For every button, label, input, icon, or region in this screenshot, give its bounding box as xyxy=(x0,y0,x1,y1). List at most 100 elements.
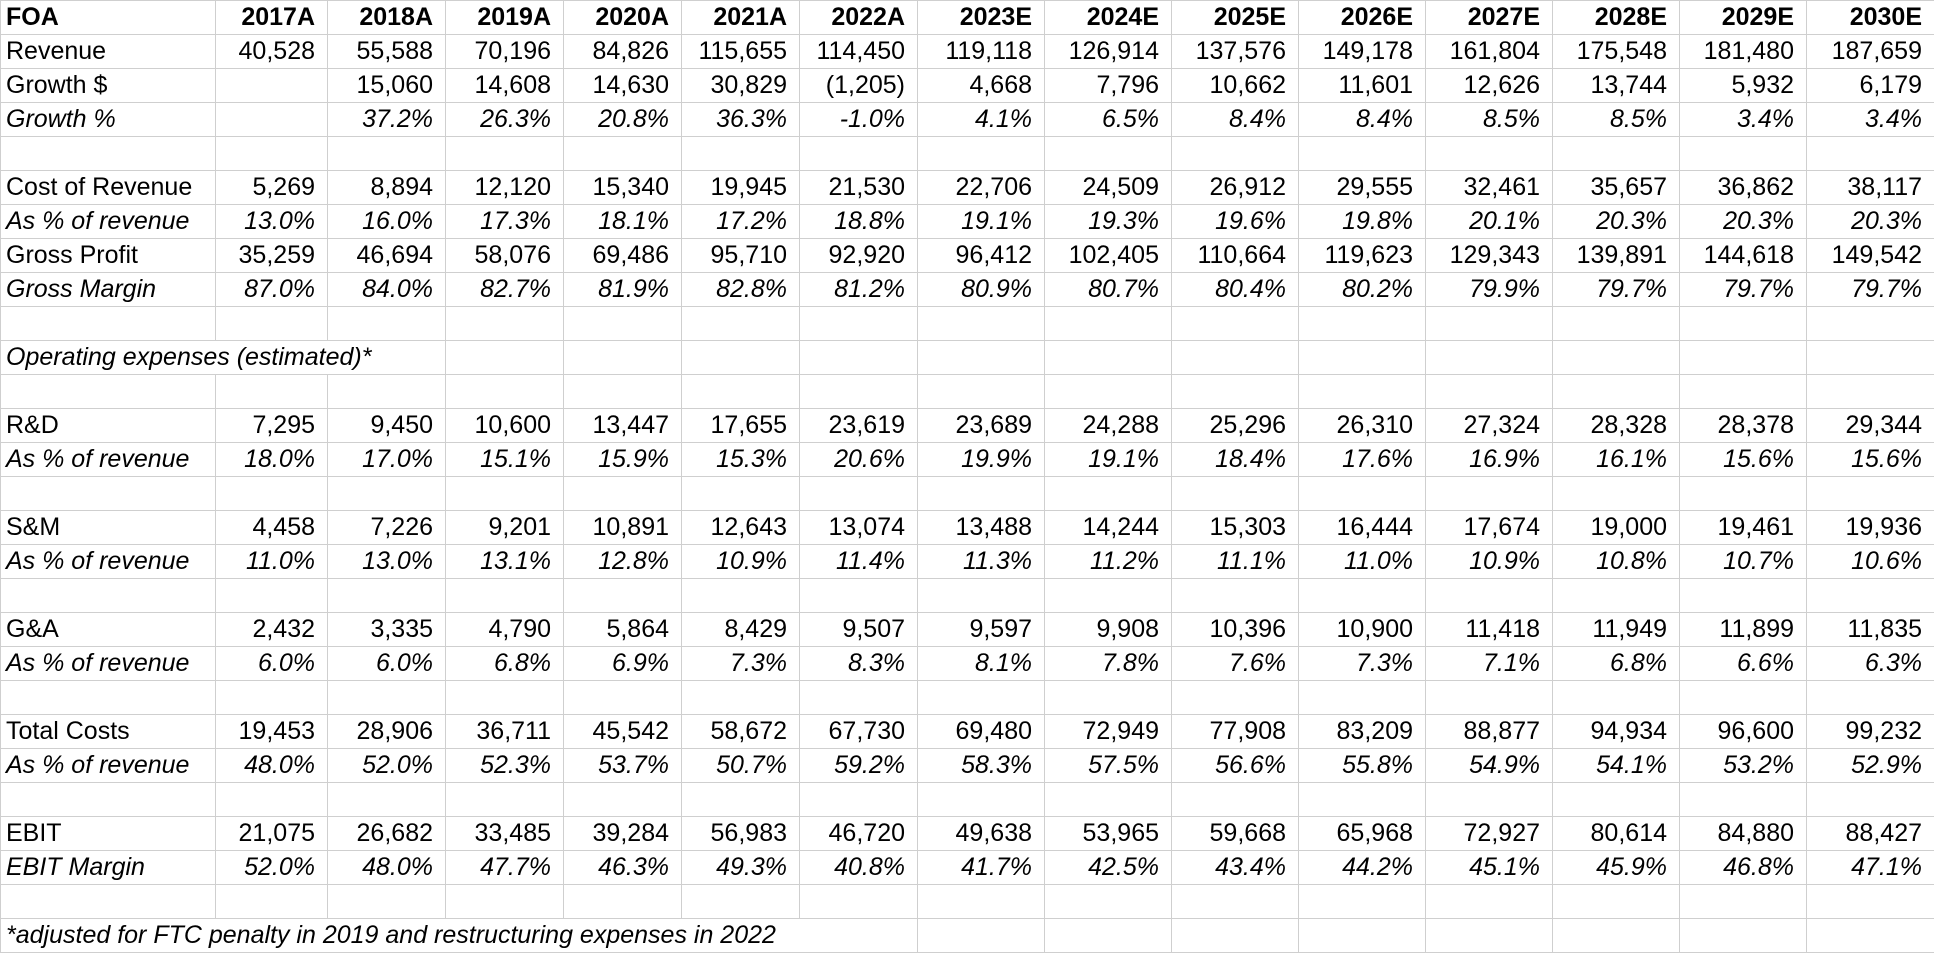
cell[interactable]: 82.8% xyxy=(681,272,800,307)
cell[interactable]: 14,608 xyxy=(445,68,564,103)
cell-empty[interactable] xyxy=(917,136,1045,171)
cell-empty[interactable] xyxy=(1425,374,1553,409)
cell[interactable]: 41.7% xyxy=(917,850,1045,885)
cell[interactable]: 28,378 xyxy=(1679,408,1807,443)
cell[interactable]: 54.9% xyxy=(1425,748,1553,783)
cell-empty[interactable] xyxy=(327,476,446,511)
cell[interactable]: 18.0% xyxy=(215,442,328,477)
row-label[interactable]: As % of revenue xyxy=(0,748,216,783)
column-header-2017a[interactable]: 2017A xyxy=(215,0,328,35)
cell-empty[interactable] xyxy=(1044,918,1172,953)
cell[interactable]: 149,542 xyxy=(1806,238,1934,273)
cell-empty[interactable] xyxy=(563,306,682,341)
cell-empty[interactable] xyxy=(327,782,446,817)
cell[interactable]: 42.5% xyxy=(1044,850,1172,885)
cell[interactable]: 3.4% xyxy=(1679,102,1807,137)
cell-empty[interactable] xyxy=(1044,306,1172,341)
cell-empty[interactable] xyxy=(1806,306,1934,341)
cell-empty[interactable] xyxy=(445,476,564,511)
cell[interactable]: 14,244 xyxy=(1044,510,1172,545)
cell-empty[interactable] xyxy=(1298,884,1426,919)
cell-empty[interactable] xyxy=(681,884,800,919)
cell[interactable]: 10,600 xyxy=(445,408,564,443)
cell[interactable]: 95,710 xyxy=(681,238,800,273)
cell[interactable]: 12.8% xyxy=(563,544,682,579)
cell-empty[interactable] xyxy=(681,136,800,171)
cell[interactable]: 8.5% xyxy=(1552,102,1680,137)
cell[interactable]: 11.4% xyxy=(799,544,918,579)
cell[interactable]: 11.3% xyxy=(917,544,1045,579)
cell[interactable]: 36.3% xyxy=(681,102,800,137)
column-header-2024e[interactable]: 2024E xyxy=(1044,0,1172,35)
cell-empty[interactable] xyxy=(1298,136,1426,171)
cell[interactable]: 6.0% xyxy=(215,646,328,681)
cell[interactable]: 21,530 xyxy=(799,170,918,205)
cell[interactable]: 187,659 xyxy=(1806,34,1934,69)
cell-empty[interactable] xyxy=(563,578,682,613)
cell-empty[interactable] xyxy=(445,136,564,171)
cell[interactable]: 4.1% xyxy=(917,102,1045,137)
cell[interactable]: 10,662 xyxy=(1171,68,1299,103)
cell[interactable]: 13,447 xyxy=(563,408,682,443)
cell-empty[interactable] xyxy=(215,136,328,171)
cell[interactable]: 8.5% xyxy=(1425,102,1553,137)
cell[interactable]: 6.9% xyxy=(563,646,682,681)
cell[interactable]: 20.1% xyxy=(1425,204,1553,239)
cell-empty[interactable] xyxy=(563,374,682,409)
cell-empty[interactable] xyxy=(799,136,918,171)
cell-empty[interactable] xyxy=(563,476,682,511)
cell-empty[interactable] xyxy=(1044,340,1172,375)
cell[interactable]: 7.1% xyxy=(1425,646,1553,681)
cell[interactable]: 26,682 xyxy=(327,816,446,851)
cell[interactable]: 19,461 xyxy=(1679,510,1807,545)
cell-empty[interactable] xyxy=(799,340,918,375)
row-label[interactable]: Gross Margin xyxy=(0,272,216,307)
cell[interactable]: 7.3% xyxy=(681,646,800,681)
cell[interactable]: 13,488 xyxy=(917,510,1045,545)
cell-empty[interactable] xyxy=(327,578,446,613)
cell[interactable]: 17.2% xyxy=(681,204,800,239)
cell[interactable]: 24,509 xyxy=(1044,170,1172,205)
cell[interactable]: 5,864 xyxy=(563,612,682,647)
cell[interactable]: 20.3% xyxy=(1806,204,1934,239)
cell-empty[interactable] xyxy=(1298,340,1426,375)
cell-empty[interactable] xyxy=(1552,340,1680,375)
cell[interactable]: 79.7% xyxy=(1806,272,1934,307)
cell[interactable]: 13,074 xyxy=(799,510,918,545)
row-label[interactable]: Growth % xyxy=(0,102,216,137)
cell[interactable]: 80.9% xyxy=(917,272,1045,307)
cell-empty[interactable] xyxy=(799,782,918,817)
cell-empty[interactable] xyxy=(327,306,446,341)
cell[interactable]: 52.3% xyxy=(445,748,564,783)
cell[interactable]: 15,303 xyxy=(1171,510,1299,545)
cell[interactable]: 54.1% xyxy=(1552,748,1680,783)
cell[interactable]: 83,209 xyxy=(1298,714,1426,749)
cell[interactable]: 20.8% xyxy=(563,102,682,137)
cell[interactable]: 19.9% xyxy=(917,442,1045,477)
row-label[interactable]: Revenue xyxy=(0,34,216,69)
cell-empty[interactable] xyxy=(1552,136,1680,171)
cell-empty[interactable] xyxy=(1044,884,1172,919)
cell[interactable]: 28,906 xyxy=(327,714,446,749)
cell[interactable]: 11,835 xyxy=(1806,612,1934,647)
cell[interactable]: 49,638 xyxy=(917,816,1045,851)
cell[interactable]: 10.6% xyxy=(1806,544,1934,579)
cell-empty[interactable] xyxy=(1171,306,1299,341)
cell[interactable]: 15.9% xyxy=(563,442,682,477)
column-header-2020a[interactable]: 2020A xyxy=(563,0,682,35)
cell-empty[interactable] xyxy=(799,680,918,715)
cell-empty[interactable] xyxy=(1679,680,1807,715)
cell[interactable] xyxy=(215,102,328,137)
cell-empty[interactable] xyxy=(563,782,682,817)
cell[interactable]: 58.3% xyxy=(917,748,1045,783)
cell[interactable]: 15.6% xyxy=(1679,442,1807,477)
column-header-2027e[interactable]: 2027E xyxy=(1425,0,1553,35)
cell[interactable]: 6,179 xyxy=(1806,68,1934,103)
cell-empty[interactable] xyxy=(1171,884,1299,919)
cell[interactable]: 3,335 xyxy=(327,612,446,647)
column-header-2018a[interactable]: 2018A xyxy=(327,0,446,35)
cell[interactable]: 19,936 xyxy=(1806,510,1934,545)
cell-empty[interactable] xyxy=(563,884,682,919)
cell[interactable]: 2,432 xyxy=(215,612,328,647)
cell[interactable]: 17,674 xyxy=(1425,510,1553,545)
